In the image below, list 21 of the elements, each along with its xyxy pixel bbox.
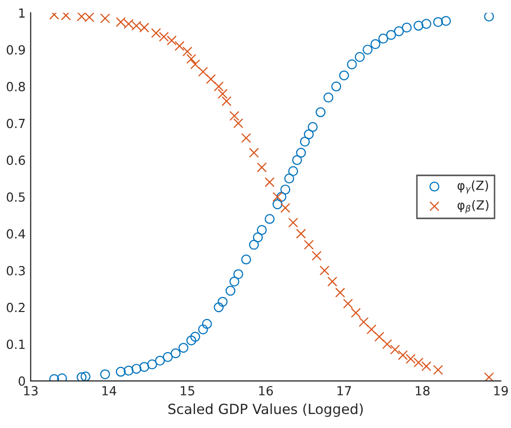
legend-label: φ$_{γ}$(Z) — [458, 180, 488, 194]
y-tick-label: 0.3 — [6, 266, 25, 276]
y-tick-label: 0.1 — [6, 340, 25, 350]
y-tick-label: 0.6 — [6, 156, 26, 165]
x-tick-label: 16 — [259, 386, 273, 396]
x-tick-label: 14 — [102, 386, 116, 396]
x-tick-label: 19 — [494, 386, 508, 396]
x-axis-title: Scaled GDP Values (Logged) — [168, 403, 363, 417]
y-tick-label: 0.8 — [6, 82, 25, 92]
y-tick-label: 0.2 — [6, 302, 25, 312]
y-tick-label: 0.7 — [6, 118, 25, 128]
y-tick-label: 0.4 — [6, 229, 26, 239]
x-tick-label: 15 — [180, 386, 194, 396]
x-tick-label: 13 — [24, 386, 38, 396]
y-tick-label: 0.9 — [6, 45, 25, 55]
y-tick-label: 0.5 — [6, 192, 25, 202]
y-tick-label: 1 — [19, 8, 25, 18]
legend-label: φ$_{β}$(Z) — [458, 200, 488, 214]
y-tick-label: 0 — [18, 376, 25, 386]
x-tick-label: 18 — [416, 386, 430, 396]
x-tick-label: 17 — [337, 386, 351, 396]
